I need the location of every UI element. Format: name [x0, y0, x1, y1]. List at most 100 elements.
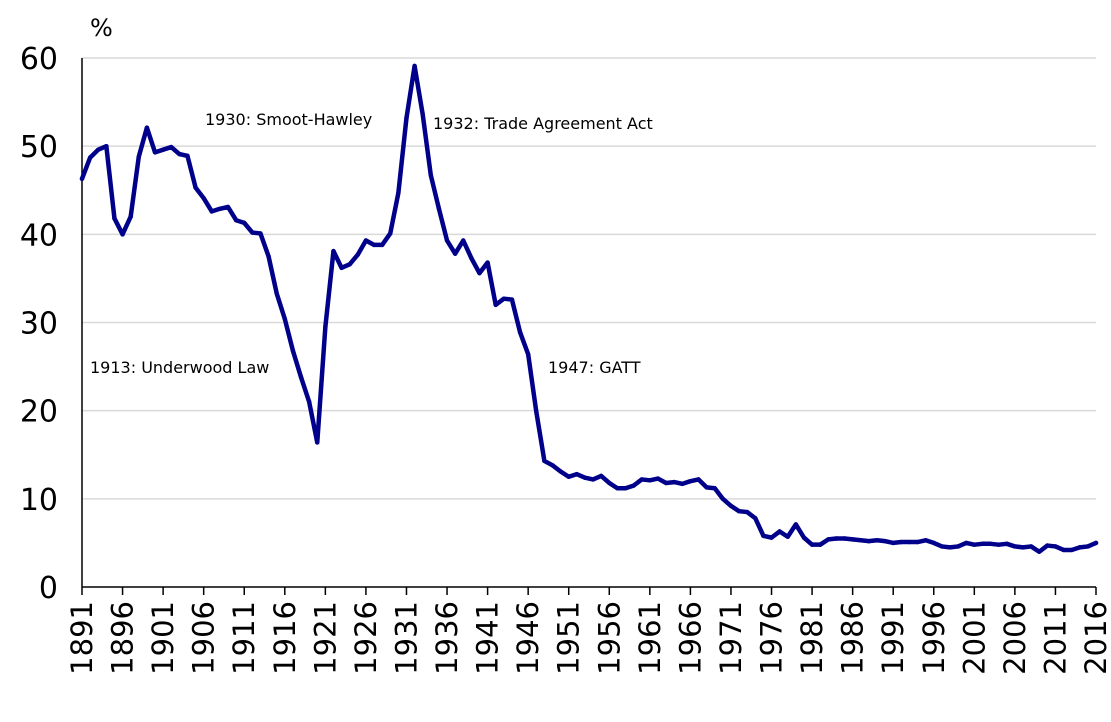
x-tick-label: 1901 — [146, 601, 180, 675]
data-point — [225, 204, 231, 210]
x-tick-label: 1991 — [876, 601, 910, 675]
data-point — [1093, 540, 1099, 546]
data-point — [558, 469, 563, 474]
y-tick-label: 10 — [20, 483, 58, 518]
data-point — [290, 348, 296, 353]
data-point — [193, 185, 198, 190]
data-point — [809, 542, 815, 547]
data-point — [663, 480, 669, 486]
data-point — [817, 542, 823, 547]
annotation-smoot-hawley: 1930: Smoot-Hawley — [205, 110, 372, 129]
data-point — [590, 477, 596, 482]
data-point — [688, 479, 693, 484]
data-point — [1020, 545, 1026, 550]
data-point — [655, 476, 661, 481]
data-point — [1069, 547, 1074, 553]
data-point — [282, 316, 287, 322]
x-tick-label: 1956 — [592, 601, 626, 675]
data-point — [169, 144, 174, 150]
data-point — [639, 477, 644, 482]
data-point — [671, 479, 677, 485]
data-point — [298, 374, 304, 380]
data-point — [1012, 544, 1018, 549]
data-point — [631, 483, 636, 488]
data-point — [1037, 549, 1042, 554]
data-point — [801, 535, 807, 540]
y-tick-labels: 0 10 20 30 40 50 60 — [20, 42, 58, 606]
data-point — [566, 474, 571, 479]
data-point — [420, 112, 425, 117]
data-point — [842, 536, 847, 541]
data-point — [899, 539, 904, 545]
data-point — [1061, 547, 1066, 553]
x-tick-label: 1941 — [471, 601, 505, 675]
x-tick-label: 1916 — [268, 601, 302, 675]
data-point — [469, 255, 474, 261]
data-points — [79, 63, 1099, 554]
x-tick-label: 2016 — [1079, 601, 1111, 675]
data-point — [233, 218, 239, 223]
data-point — [201, 195, 206, 201]
data-point — [964, 540, 969, 546]
data-point — [785, 534, 790, 539]
data-point — [509, 297, 515, 302]
data-point — [647, 478, 653, 483]
data-point — [379, 242, 385, 248]
data-point — [477, 270, 482, 276]
data-point — [436, 206, 442, 211]
data-point — [858, 538, 863, 543]
data-point — [615, 486, 620, 491]
data-point — [534, 409, 539, 414]
data-point — [582, 475, 588, 480]
data-point — [712, 486, 717, 491]
annotation-trade-agreement-act: 1932: Trade Agreement Act — [433, 114, 653, 133]
data-point — [720, 496, 726, 502]
data-point — [217, 206, 223, 211]
data-point — [728, 503, 734, 509]
data-point — [347, 262, 352, 267]
data-point — [1077, 545, 1082, 550]
data-point — [769, 535, 774, 540]
data-point — [525, 352, 531, 357]
data-point — [266, 254, 271, 259]
y-tick-label: 30 — [20, 307, 58, 342]
data-point — [550, 463, 555, 468]
data-point — [452, 251, 458, 256]
x-tick-label: 1981 — [795, 601, 829, 675]
x-tick-label: 1911 — [227, 601, 261, 675]
x-tick-label: 2001 — [957, 601, 991, 675]
data-point — [1028, 544, 1034, 549]
data-point — [980, 541, 985, 546]
data-point — [274, 291, 279, 296]
x-tick-label: 1921 — [308, 601, 342, 675]
data-point — [874, 538, 880, 543]
x-tick-label: 1906 — [187, 601, 221, 675]
data-point — [834, 536, 839, 541]
data-point — [315, 440, 320, 445]
data-point — [396, 190, 401, 196]
y-tick-label: 60 — [20, 42, 58, 77]
annotation-underwood-law: 1913: Underwood Law — [90, 358, 269, 377]
annotation-gatt: 1947: GATT — [548, 358, 641, 377]
data-point — [866, 538, 872, 544]
data-point — [331, 248, 336, 254]
data-point — [120, 232, 125, 237]
data-point — [242, 220, 247, 226]
data-point — [104, 143, 109, 149]
data-point — [185, 153, 190, 159]
data-point — [777, 529, 782, 534]
x-tick-label: 1961 — [633, 601, 667, 675]
data-point — [915, 539, 920, 545]
data-point — [972, 542, 977, 547]
data-point — [428, 173, 434, 178]
x-tick-label: 2006 — [998, 601, 1032, 675]
data-point — [736, 508, 742, 514]
data-point — [574, 471, 580, 477]
y-unit-label: % — [90, 14, 113, 42]
data-point — [988, 541, 993, 546]
data-point — [1053, 544, 1058, 549]
data-point — [680, 481, 685, 487]
data-point — [955, 544, 961, 549]
data-point — [598, 473, 604, 479]
